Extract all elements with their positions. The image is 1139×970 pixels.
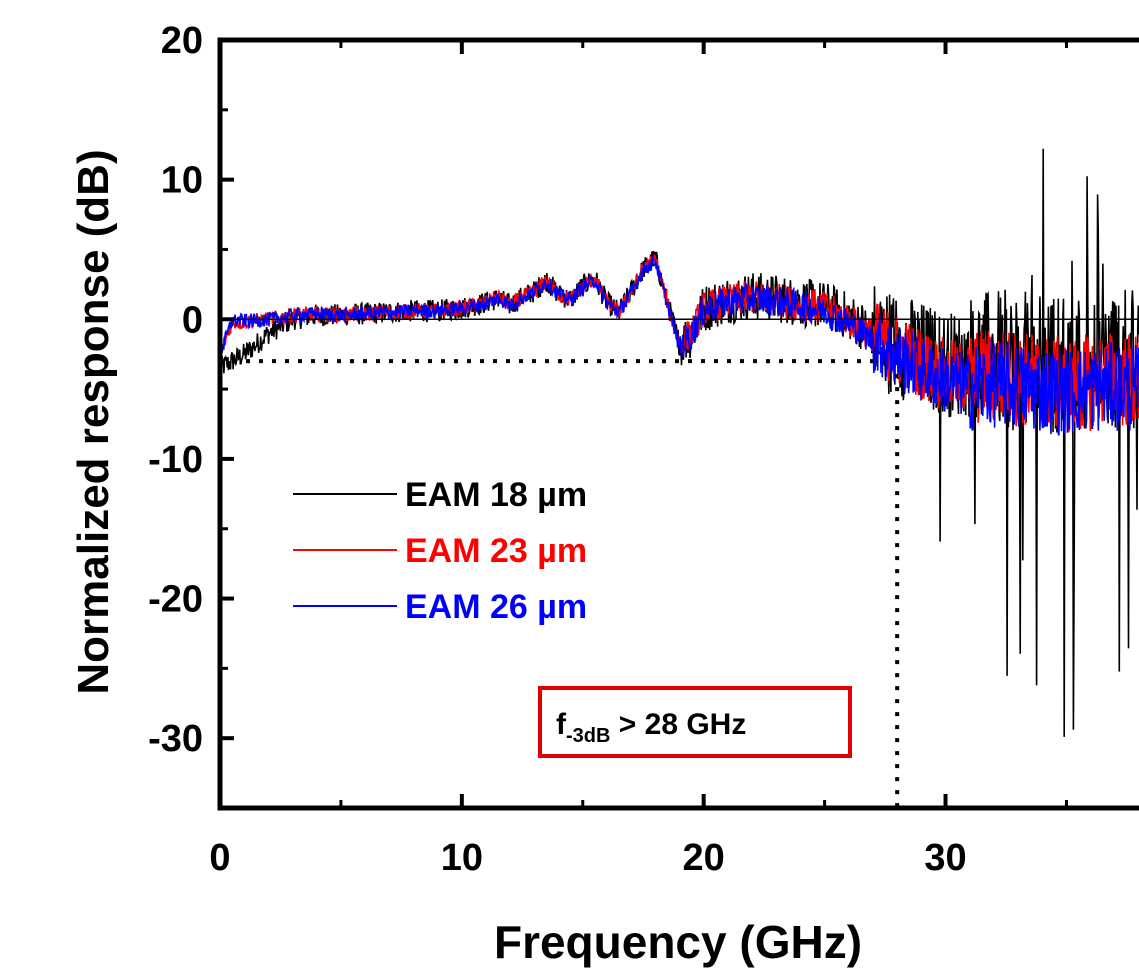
x-tick-label: 20 <box>683 837 725 879</box>
legend-label-3: EAM 26 µm <box>405 588 587 626</box>
y-tick-label: 20 <box>161 20 203 62</box>
series-layer <box>220 148 1139 737</box>
annotation-subscript: -3dB <box>566 725 610 747</box>
plot-frame <box>217 37 1139 811</box>
annotation-border <box>538 686 852 758</box>
y-tick-label: 0 <box>182 299 203 341</box>
y-tick-label: 10 <box>161 160 203 202</box>
annotation-main: f <box>556 708 567 741</box>
series-line-3 <box>220 256 1139 436</box>
y-tick-label: -10 <box>148 439 203 481</box>
x-tick-label: 10 <box>441 837 483 879</box>
legend-label-2: EAM 23 µm <box>405 532 587 570</box>
series-line-1 <box>220 148 1139 737</box>
annotation-text: f-3dB > 28 GHz <box>556 708 746 747</box>
y-tick-label: -20 <box>148 579 203 621</box>
legend: EAM 18 µm EAM 23 µm EAM 26 µm <box>293 476 587 626</box>
x-tick-label: 0 <box>209 837 230 879</box>
axis-ticks: 0 10 20 30 20 10 0 -10 -20 -30 <box>148 20 1068 879</box>
legend-label-1: EAM 18 µm <box>405 476 587 514</box>
x-axis-label: Frequency (GHz) <box>494 916 862 968</box>
y-axis-label: Normalized response (dB) <box>69 149 118 694</box>
axes-frame <box>217 37 1139 811</box>
annotation-box: f-3dB > 28 GHz <box>538 686 852 758</box>
x-tick-label: 30 <box>924 837 966 879</box>
y-tick-label: -30 <box>148 718 203 760</box>
annotation-rest: > 28 GHz <box>610 708 746 741</box>
